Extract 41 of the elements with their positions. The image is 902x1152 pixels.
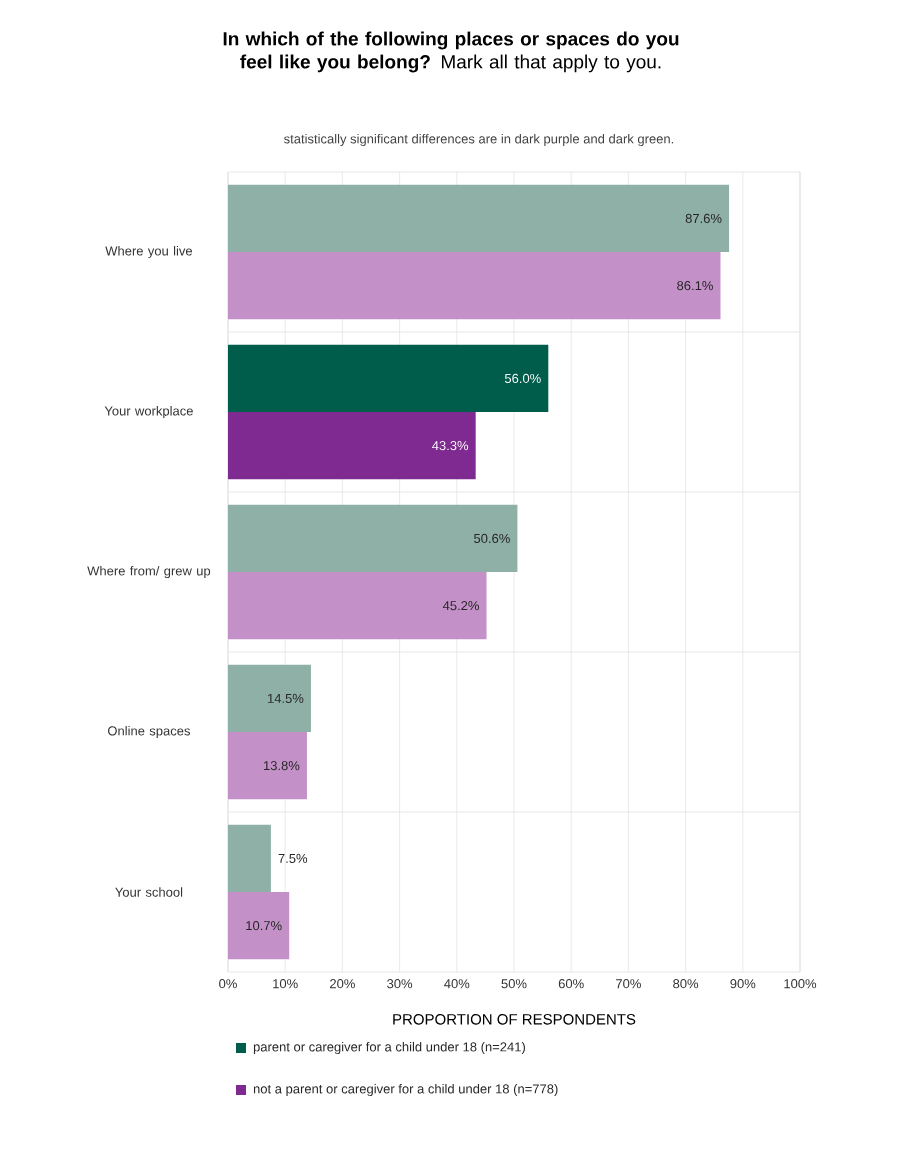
x-tick-label: 30%	[387, 979, 413, 989]
data-label: 50.6%	[474, 533, 510, 544]
bar	[228, 664, 311, 733]
bar	[228, 344, 549, 413]
y-tick-label: Online spaces	[108, 725, 190, 739]
bar	[228, 252, 721, 320]
chart-title: In which of the following places or spaces do you feel like you belong? Mark all that apply to you.	[223, 31, 679, 73]
bar	[228, 184, 730, 253]
x-tick-label: 60%	[558, 979, 584, 989]
data-label: 43.3%	[432, 441, 469, 451]
y-tick-label: Where you live	[105, 245, 193, 259]
x-tick-label: 20%	[330, 979, 355, 989]
x-tick-label: 10%	[273, 979, 298, 989]
data-label: 10.7%	[246, 921, 282, 931]
y-tick-label: Your school	[115, 887, 183, 897]
data-label: 86.1%	[677, 281, 713, 291]
bar	[228, 892, 290, 960]
data-label: 56.0%	[504, 373, 541, 384]
bar	[228, 824, 271, 893]
x-tick-label: 90%	[730, 979, 756, 989]
x-tick-label: 80%	[673, 979, 699, 989]
bar	[228, 572, 487, 640]
y-tick-label: Where from/ grew up	[87, 565, 211, 579]
data-label: 14.5%	[268, 693, 304, 703]
data-label: 13.8%	[264, 761, 300, 771]
data-label: 7.5%	[278, 853, 308, 863]
data-label: 45.2%	[442, 601, 479, 611]
x-axis-title: PROPORTION OF RESPONDENTS	[393, 1014, 636, 1025]
x-tick-label: 50%	[501, 979, 527, 989]
chart-subtitle: statistically significant differences are in dark purple and dark green.	[284, 133, 674, 147]
bar	[228, 732, 307, 800]
bar	[228, 504, 518, 573]
x-tick-label: 100%	[784, 979, 817, 989]
legend-label: not a parent or caregiver for a child under 18 (n=778)	[253, 1083, 558, 1097]
legend-label: parent or caregiver for a child under 18 (n=241)	[253, 1041, 525, 1055]
x-tick-label: 70%	[616, 979, 641, 989]
y-tick-label: Your workplace	[104, 405, 193, 419]
data-label: 87.6%	[685, 213, 722, 224]
x-tick-label: 0%	[219, 979, 237, 989]
bar	[228, 412, 476, 480]
x-tick-label: 40%	[444, 979, 470, 989]
